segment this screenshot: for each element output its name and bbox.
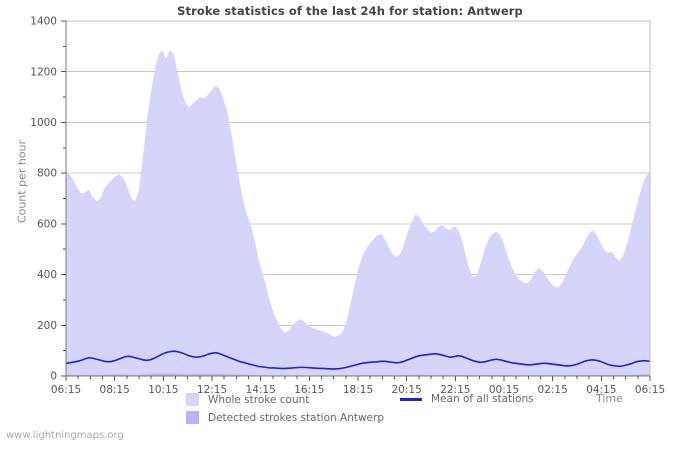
series-area-0 bbox=[66, 50, 650, 376]
x-tick-label: 08:15 bbox=[100, 384, 130, 396]
legend-swatch-whole bbox=[186, 393, 199, 406]
legend-item-mean: Mean of all stations bbox=[400, 393, 534, 405]
legend-item-whole-stroke-count: Whole stroke count bbox=[186, 393, 309, 406]
y-tick-label: 600 bbox=[37, 218, 57, 230]
x-tick-label: 16:15 bbox=[294, 384, 324, 396]
y-tick-label: 1000 bbox=[30, 117, 57, 129]
y-tick-label: 200 bbox=[37, 320, 57, 332]
y-tick-label: 0 bbox=[50, 371, 57, 383]
y-tick-label: 1200 bbox=[30, 66, 57, 78]
chart-title: Stroke statistics of the last 24h for st… bbox=[177, 4, 523, 18]
x-tick-label: 06:15 bbox=[51, 384, 81, 396]
x-axis-label: Time bbox=[596, 392, 623, 405]
x-tick-label: 10:15 bbox=[148, 384, 178, 396]
x-tick-label: 20:15 bbox=[392, 384, 422, 396]
legend-label-mean: Mean of all stations bbox=[431, 393, 534, 405]
x-tick-label: 22:15 bbox=[440, 384, 470, 396]
series-area-1 bbox=[66, 373, 650, 376]
legend-swatch-detected bbox=[186, 411, 199, 424]
x-tick-label: 12:15 bbox=[197, 384, 227, 396]
y-tick-label: 400 bbox=[37, 269, 57, 281]
legend-line-mean bbox=[400, 397, 422, 401]
y-tick-label: 800 bbox=[37, 168, 57, 180]
x-tick-label: 04:15 bbox=[586, 384, 616, 396]
legend-label-whole: Whole stroke count bbox=[208, 393, 310, 406]
x-tick-label: 18:15 bbox=[343, 384, 373, 396]
x-tick-label: 14:15 bbox=[246, 384, 276, 396]
chart-legend: Whole stroke count Mean of all stations … bbox=[186, 393, 606, 426]
footer-attribution: www.lightningmaps.org bbox=[6, 430, 124, 441]
x-tick-label: 06:15 bbox=[635, 384, 665, 396]
x-tick-label: 02:15 bbox=[538, 384, 568, 396]
series-line-2 bbox=[65, 350, 651, 370]
legend-label-detected: Detected strokes station Antwerp bbox=[208, 411, 385, 424]
y-tick-label: 1400 bbox=[30, 16, 57, 28]
x-tick-label: 00:15 bbox=[489, 384, 519, 396]
legend-item-detected-strokes: Detected strokes station Antwerp bbox=[186, 411, 384, 424]
